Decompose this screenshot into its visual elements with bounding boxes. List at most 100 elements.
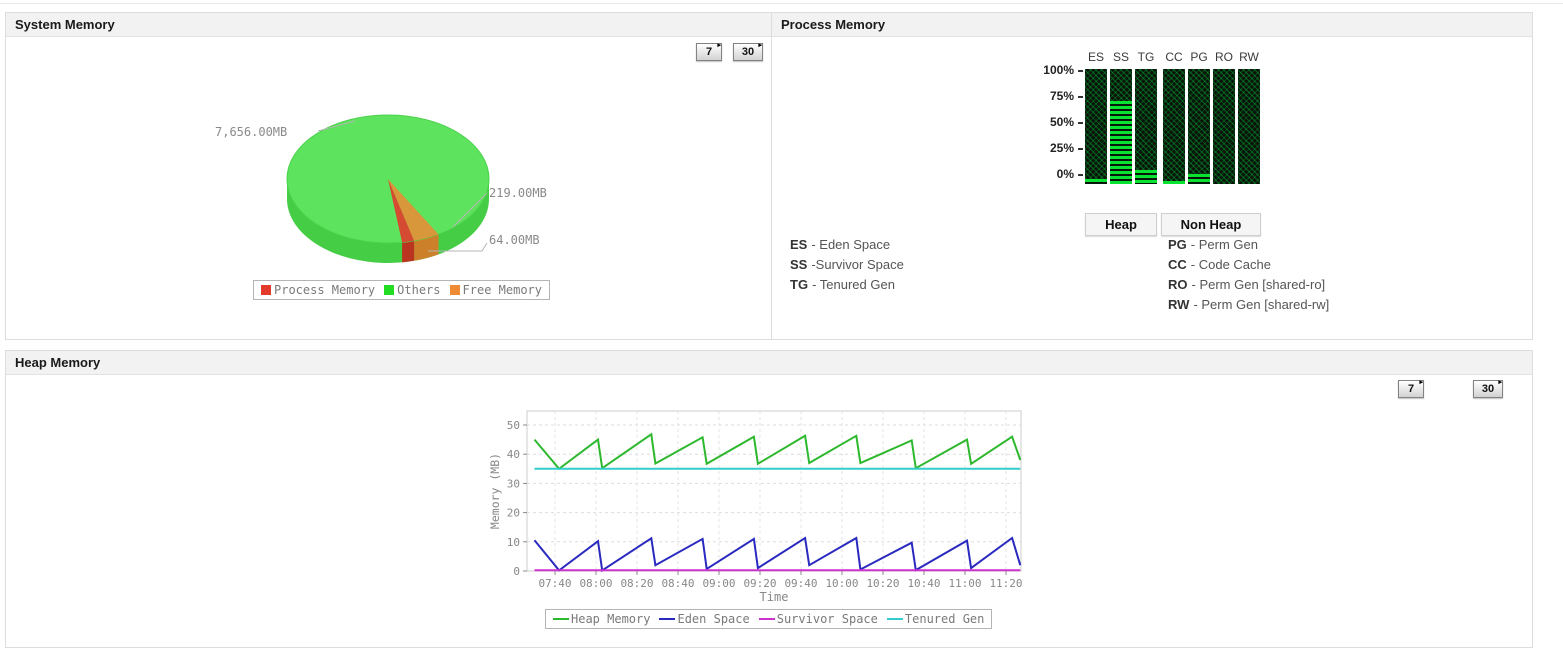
abbrev-code: TG [790, 277, 809, 292]
bar-category-label: SS [1112, 50, 1129, 64]
bar-fill-ss [1110, 101, 1132, 184]
range-arrow-icon: ▸ [758, 42, 762, 49]
legend-label: Survivor Space [776, 612, 878, 626]
nonheap-group-button[interactable]: Non Heap [1161, 213, 1261, 236]
xtick-label: 10:20 [866, 577, 899, 590]
legend-label: Free Memory [462, 283, 542, 297]
bar-fill-pg [1188, 174, 1210, 184]
pie-leader-free [452, 192, 488, 228]
line-chart-svg: 0 10 20 30 40 50 07:40 08:00 08:20 08:40 09:00 09:2… [488, 410, 1023, 604]
bar-category-label: CC [1165, 50, 1183, 64]
bar-ytick-mark [1078, 96, 1083, 98]
legend-label: Eden Space [677, 612, 750, 626]
heap-memory-body: 7 ▸ 30 ▸ 0 10 20 30 40 50 07:40 08:00 08:20 08:40… [6, 375, 1532, 647]
abbrev-item-rw: RW - Perm Gen [shared-rw] [1168, 297, 1329, 312]
abbrev-code: PG [1168, 237, 1187, 252]
bar-ytick-label: 100% [1043, 63, 1074, 77]
range-arrow-icon: ▸ [717, 42, 721, 49]
bar-ytick-label: 50% [1049, 115, 1074, 129]
range-arrow-icon: ▸ [1419, 379, 1423, 386]
range-30-label: 30 [1481, 383, 1495, 395]
pie-slice-process-memory [388, 179, 415, 243]
bar-fill-es [1085, 179, 1107, 184]
ytick-label: 10 [507, 536, 520, 549]
line-legend-item: Eden Space [659, 612, 750, 626]
bar-category-label: TG [1137, 50, 1155, 64]
pie-label-free: 219.00MB [489, 186, 547, 200]
legend-line-swatch-icon [886, 618, 903, 620]
range-30-button[interactable]: 30 ▸ [1473, 379, 1503, 398]
bar-category-label: ES [1087, 50, 1104, 64]
heap-memory-panel: Heap Memory 7 ▸ 30 ▸ 0 10 20 30 40 50 07:40 08:… [5, 350, 1533, 648]
range-30-button[interactable]: 30 ▸ [733, 42, 763, 61]
abbrev-item-ss: SS -Survivor Space [790, 257, 904, 272]
pie-legend: Process Memory Others Free Memory [253, 280, 550, 300]
bar-ss [1110, 69, 1132, 184]
system-memory-panel: System Memory 7 ▸ 30 ▸ [6, 13, 771, 339]
pie-legend-item: Others [384, 283, 441, 297]
legend-label: Others [397, 283, 441, 297]
bar-es [1085, 69, 1107, 184]
xtick-label: 08:40 [661, 577, 694, 590]
heap-memory-line-legend: Heap Memory Eden Space Survivor Space Tenur… [545, 609, 993, 629]
ytick-label: 0 [513, 565, 520, 578]
pie-legend-item: Process Memory [261, 283, 375, 297]
legend-swatch-icon [449, 285, 460, 295]
heap-memory-line-chart: 0 10 20 30 40 50 07:40 08:00 08:20 08:40 09:00 09:2… [485, 399, 1045, 610]
system-memory-title: System Memory [6, 13, 771, 37]
x-axis-title: Time [760, 590, 789, 604]
ytick-label: 40 [507, 448, 520, 461]
range-7-label: 7 [1407, 383, 1415, 395]
line-heap-memory [533, 432, 1022, 471]
heap-memory-title: Heap Memory [6, 351, 1532, 375]
abbrev-item-cc: CC - Code Cache [1168, 257, 1271, 272]
legend-label: Tenured Gen [904, 612, 985, 626]
xtick-label: 11:00 [948, 577, 981, 590]
bar-ytick-label: 0% [1056, 167, 1074, 181]
abbrev-name: - Tenured Gen [812, 277, 895, 292]
range-7-button[interactable]: 7 ▸ [1398, 379, 1424, 398]
abbrev-code: RO [1168, 277, 1188, 292]
abbrev-name: - Code Cache [1190, 257, 1271, 272]
abbrev-name: -Survivor Space [811, 257, 904, 272]
xtick-label: 09:00 [702, 577, 735, 590]
xtick-label: 11:20 [989, 577, 1022, 590]
xtick-label: 10:00 [825, 577, 858, 590]
legend-line-swatch-icon [553, 618, 569, 620]
plot-area [526, 410, 1022, 572]
bar-ytick-mark [1078, 122, 1083, 124]
bar-tg [1135, 69, 1157, 184]
line-eden-space [533, 536, 1022, 573]
legend-swatch-icon [261, 285, 271, 295]
bar-fill-tg [1135, 170, 1157, 184]
line-legend-item: Heap Memory [553, 612, 650, 626]
range-arrow-icon: ▸ [1498, 379, 1502, 386]
xtick-label: 09:20 [743, 577, 776, 590]
xtick-label: 10:40 [907, 577, 940, 590]
ytick-label: 20 [507, 507, 520, 520]
pie-leader-others [317, 120, 356, 132]
line-legend-item: Tenured Gen [886, 612, 985, 626]
process-memory-title: Process Memory [772, 13, 1532, 37]
bar-cc [1163, 69, 1185, 184]
heap-group-button[interactable]: Heap [1085, 213, 1157, 236]
abbrev-item-es: ES - Eden Space [790, 237, 890, 252]
abbrev-name: - Perm Gen [1190, 237, 1258, 252]
process-memory-panel: Process Memory ES SS TG CC PG RO RW 100% 75% 50% 2… [771, 13, 1532, 339]
range-7-button[interactable]: 7 ▸ [696, 42, 722, 61]
range-7-label: 7 [705, 46, 713, 58]
bar-category-label: RO [1215, 50, 1233, 64]
pie-label-process: 64.00MB [489, 233, 540, 247]
bar-rw [1238, 69, 1260, 184]
abbrev-code: SS [790, 257, 808, 272]
bar-pg [1188, 69, 1210, 184]
legend-label: Process Memory [274, 283, 376, 297]
page-top-divider [0, 3, 1563, 4]
bar-ytick-mark [1078, 148, 1083, 150]
bar-ro [1213, 69, 1235, 184]
abbrev-code: ES [790, 237, 808, 252]
ytick-label: 50 [507, 419, 520, 432]
abbrev-code: RW [1168, 297, 1190, 312]
range-30-label: 30 [741, 46, 755, 58]
